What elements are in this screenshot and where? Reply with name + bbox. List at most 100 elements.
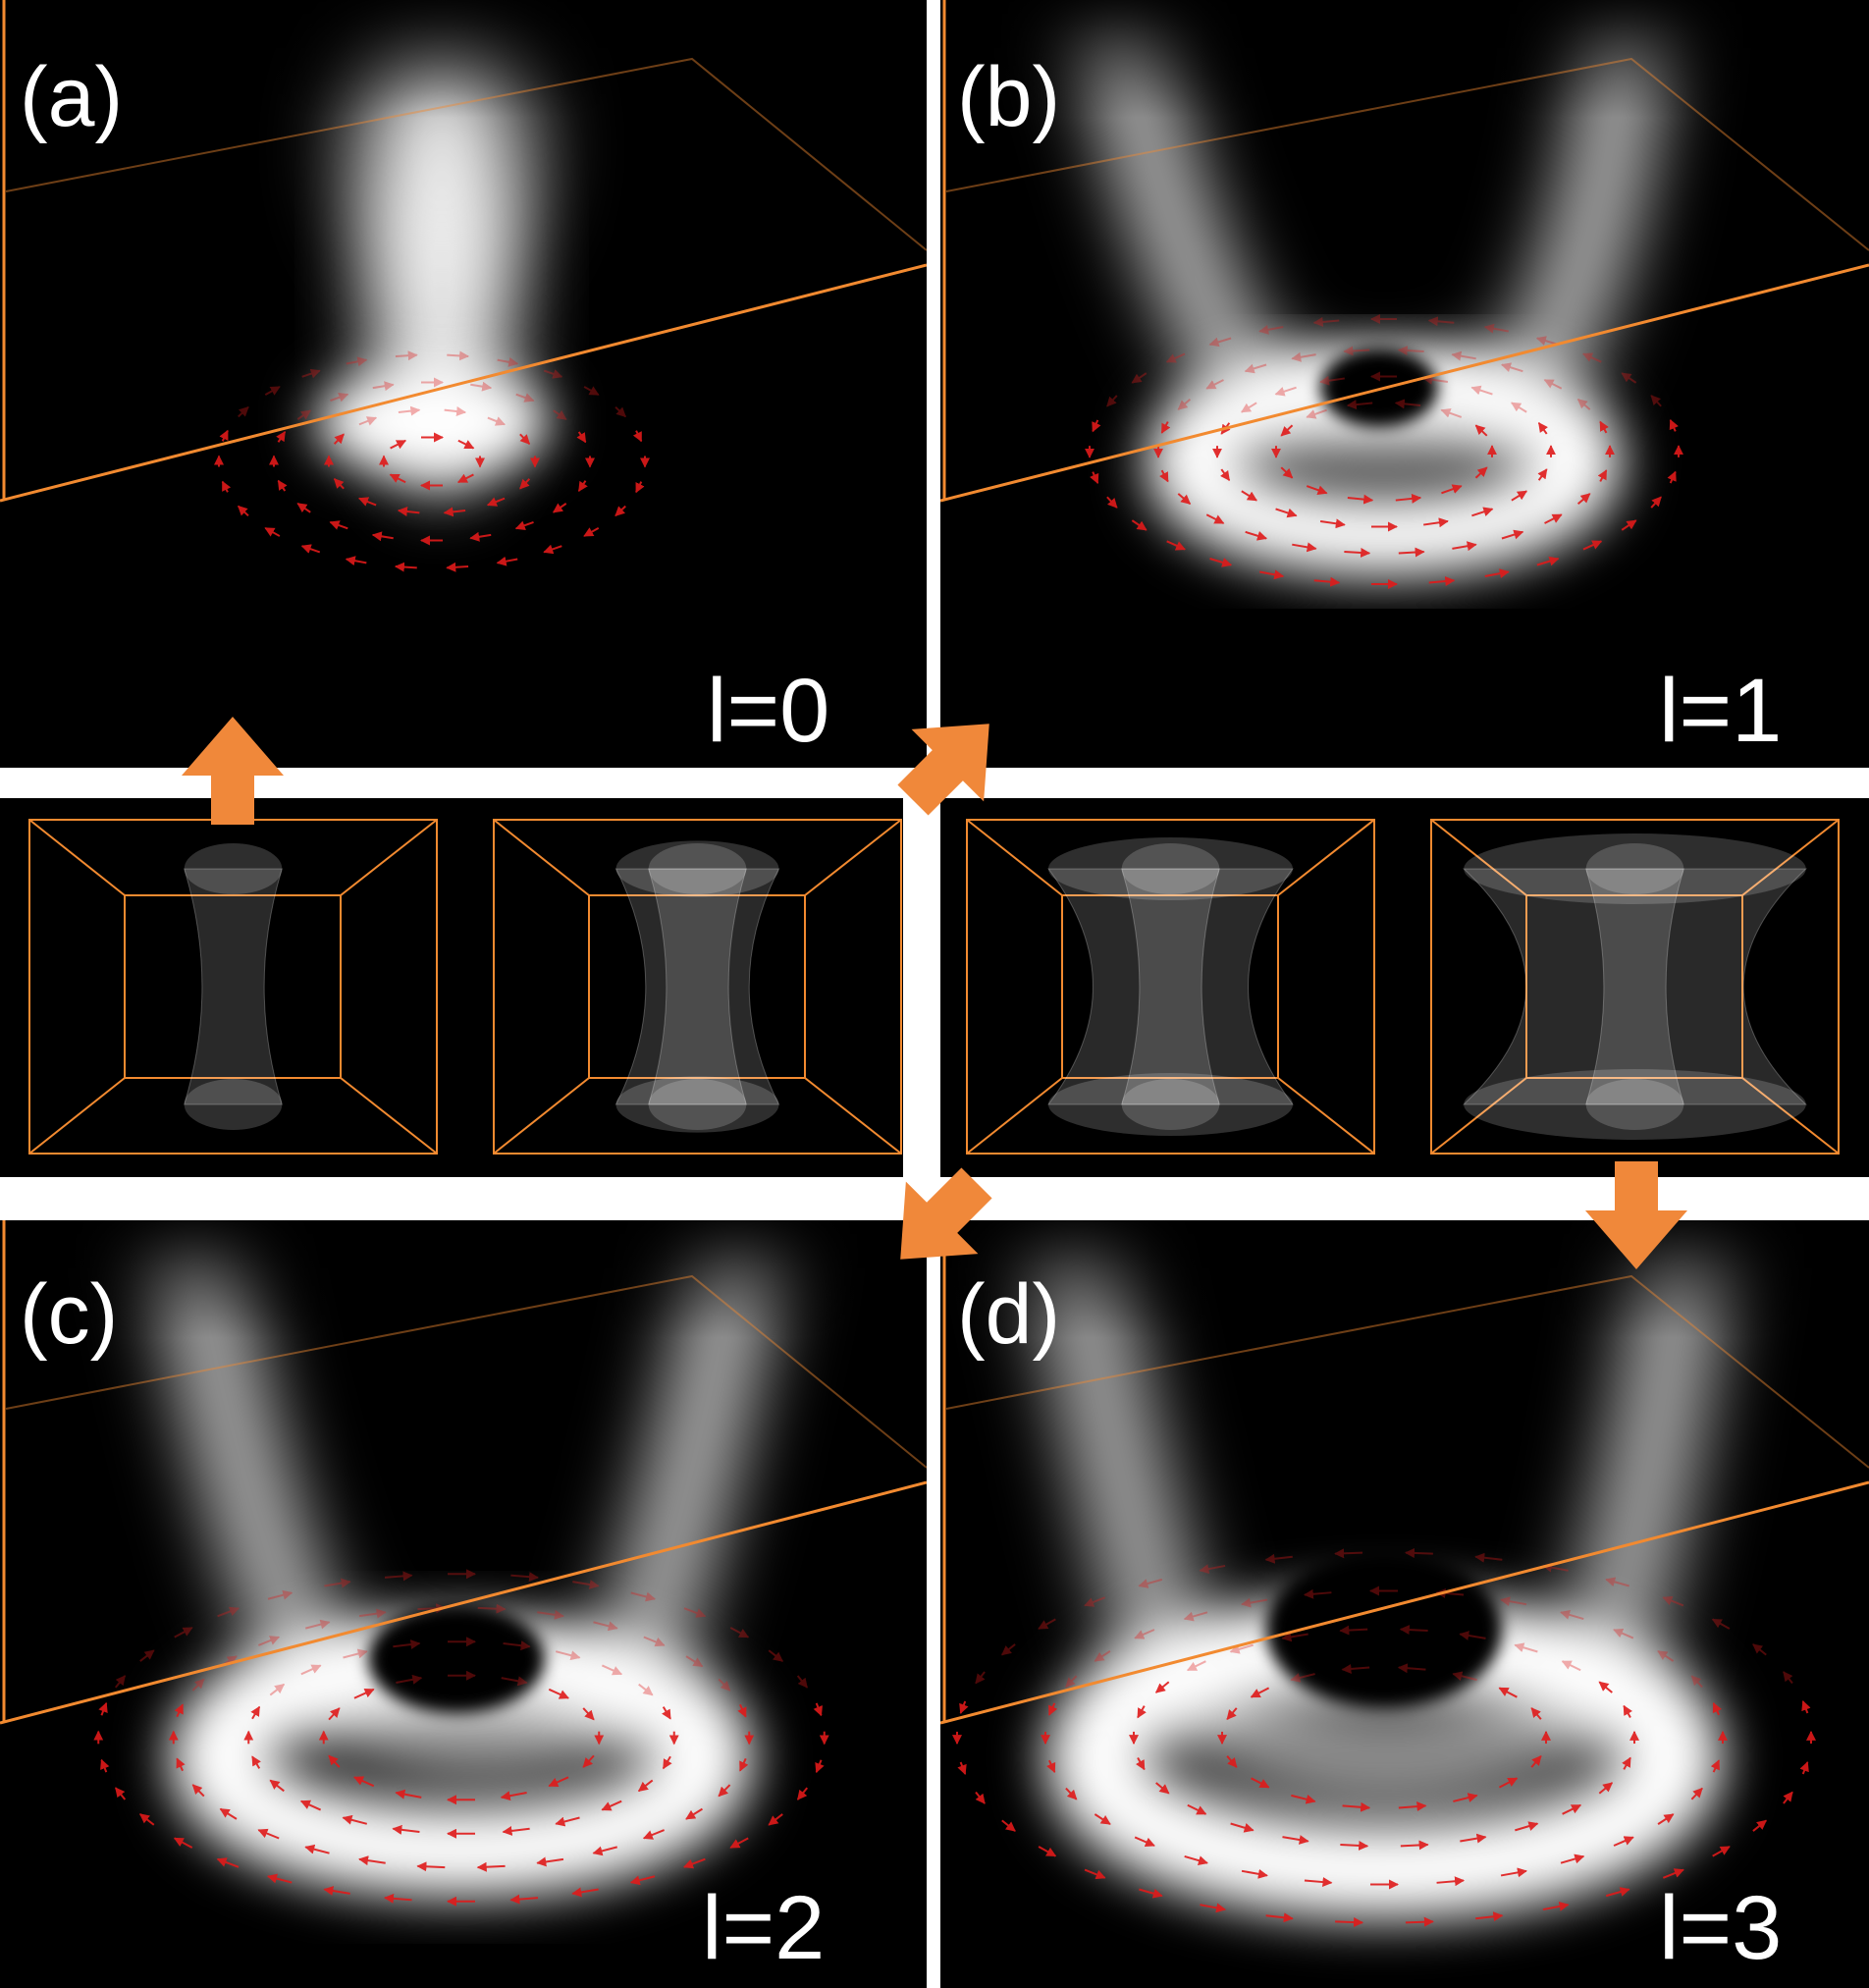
vector-arrow — [548, 1688, 569, 1699]
vector-arrow — [323, 1886, 350, 1896]
vector-arrow — [1134, 1836, 1155, 1848]
vector-arrow — [1250, 1687, 1270, 1698]
beam-surface — [184, 868, 283, 1105]
vector-arrow — [1166, 540, 1186, 551]
cube-edge — [493, 1077, 590, 1155]
vector-arrow — [1537, 468, 1548, 481]
vector-arrow — [1650, 395, 1662, 407]
vector-arrow — [1165, 352, 1186, 363]
vector-arrow — [1303, 1588, 1332, 1599]
vector-arrow — [1280, 424, 1294, 437]
vector-arrow — [583, 526, 600, 537]
vector-arrow — [959, 1700, 969, 1714]
vector-arrow — [114, 1675, 127, 1689]
plane-frame-d — [945, 1274, 1869, 1469]
vector-arrow — [635, 481, 645, 494]
vector-arrow — [768, 1649, 784, 1662]
vector-arrow — [662, 1706, 671, 1720]
vector-arrow — [1690, 1787, 1703, 1800]
vector-arrow — [1065, 1787, 1078, 1800]
vector-arrow — [1662, 1868, 1684, 1879]
vector-arrow — [577, 480, 588, 492]
vector-arrow — [1306, 408, 1327, 419]
vector-arrow — [1436, 1876, 1466, 1887]
vector-arrow — [500, 1791, 527, 1801]
cube-edge — [1741, 1077, 1840, 1155]
vector-arrow — [333, 433, 345, 445]
vector-arrow — [1319, 518, 1346, 529]
vector-arrow — [1440, 407, 1463, 418]
vector-arrow — [358, 1855, 386, 1866]
vector-arrow — [552, 503, 567, 513]
cube-views — [28, 819, 1840, 1155]
vector-field-a — [214, 350, 650, 572]
vector-arrow — [510, 1572, 539, 1583]
mode-label-d: l=3 — [1659, 1878, 1782, 1978]
cube-edge — [1277, 1077, 1375, 1155]
panel-b: (b) l=1 — [940, 0, 1869, 768]
vector-arrow — [1398, 547, 1425, 558]
cube-view — [966, 819, 1375, 1155]
vector-arrow — [1342, 1801, 1371, 1812]
vector-arrow — [1511, 490, 1528, 502]
vector-arrow — [1264, 1553, 1293, 1564]
vector-arrow — [1394, 399, 1421, 409]
orange-arrow-icon — [897, 724, 989, 816]
vector-arrow — [1275, 508, 1298, 518]
vector-arrow — [1667, 470, 1677, 484]
panel-c: (c) l=2 — [0, 1220, 927, 1988]
vector-arrow — [1240, 402, 1257, 413]
vector-arrow — [1783, 1671, 1793, 1685]
vector-arrow — [446, 562, 469, 572]
vector-arrow — [343, 1648, 368, 1659]
vector-arrow — [1423, 517, 1449, 528]
vector-arrow — [1399, 1625, 1428, 1636]
orange-arrow-icon — [182, 717, 284, 825]
vector-arrow — [1621, 372, 1637, 384]
vector-arrow — [477, 1603, 507, 1614]
vector-arrow — [1544, 513, 1563, 524]
beam-cap — [1464, 833, 1806, 904]
vector-arrow — [1241, 1868, 1268, 1879]
cube-outer-frame — [493, 819, 902, 1155]
vector-arrow — [342, 1814, 368, 1825]
vector-arrow — [1530, 1707, 1542, 1720]
vector-arrow — [1752, 1819, 1768, 1832]
vector-arrow — [1244, 363, 1267, 374]
vector-arrow — [276, 431, 287, 443]
vector-arrow — [1137, 1705, 1147, 1719]
vector-arrow — [614, 405, 626, 418]
beam-surface — [1585, 868, 1684, 1105]
vector-arrow — [1613, 1836, 1634, 1847]
vector-arrow — [1340, 1840, 1369, 1851]
vector-arrow — [515, 393, 535, 403]
vector-arrow — [1138, 1578, 1163, 1588]
vector-arrow — [1471, 507, 1494, 517]
beam-surface — [1046, 868, 1295, 1105]
vector-arrow — [173, 1837, 193, 1849]
vector-arrow — [1500, 1867, 1527, 1878]
middle-strip — [0, 798, 1869, 1177]
beam-c — [145, 1220, 787, 1898]
vector-arrow — [1094, 1813, 1111, 1825]
mode-label-a: l=0 — [707, 661, 829, 761]
vector-arrow — [519, 433, 531, 445]
vector-arrow — [346, 356, 368, 367]
vector-arrow — [1159, 469, 1169, 483]
cube-outer-frame — [1430, 819, 1840, 1155]
vector-arrow — [1801, 1700, 1811, 1714]
beam-cap — [1121, 843, 1220, 894]
cube-inner-frame — [124, 894, 342, 1079]
vector-arrow — [519, 478, 531, 490]
vector-arrow — [796, 1787, 809, 1800]
vector-arrow — [957, 1761, 967, 1775]
vector-arrow — [548, 1776, 569, 1788]
vector-arrow — [1501, 529, 1524, 540]
vector-arrow — [582, 1754, 595, 1768]
vector-arrow — [1598, 1681, 1613, 1693]
vector-arrow — [1530, 1754, 1542, 1768]
cube-view — [1430, 819, 1840, 1155]
vector-arrow — [384, 1893, 412, 1904]
vector-arrow — [642, 1829, 666, 1840]
vector-arrow — [1483, 323, 1509, 334]
